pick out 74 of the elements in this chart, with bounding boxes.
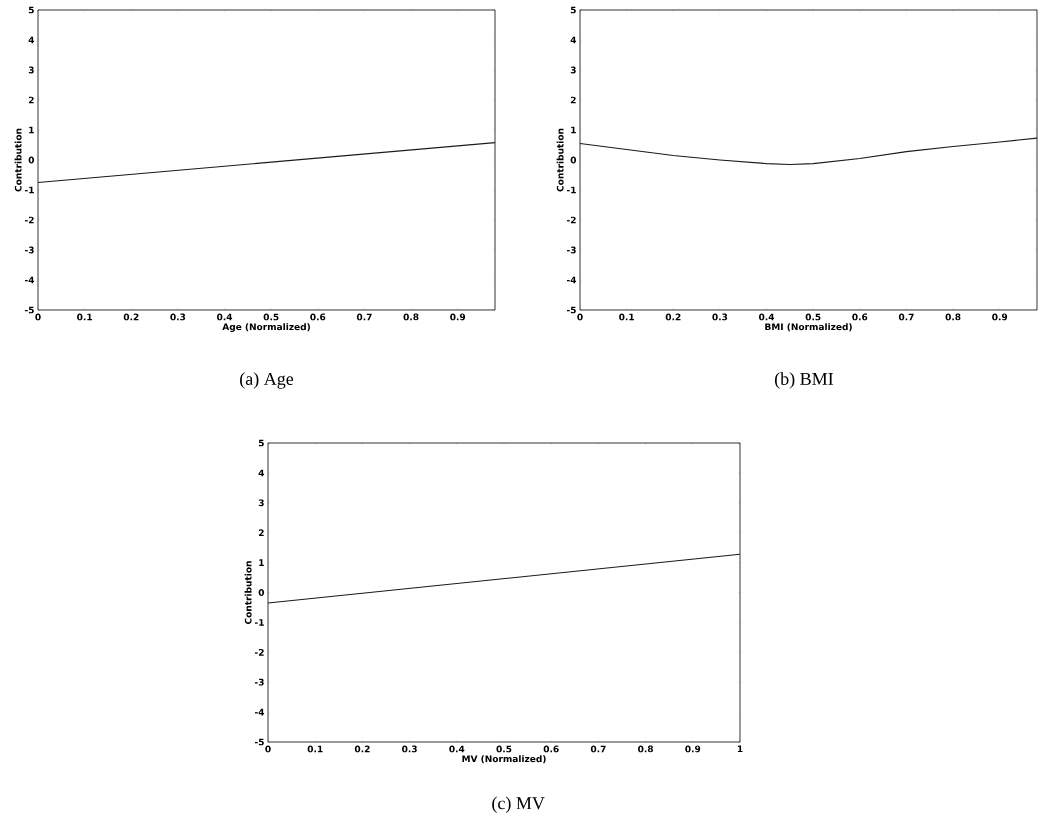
y-tick-label: 0 [570, 156, 577, 164]
y-tick-label: -4 [24, 276, 35, 284]
x-tick-label: 0.5 [805, 313, 821, 321]
y-axis-title: Contribution [244, 561, 252, 624]
y-tick-label: 2 [28, 96, 34, 104]
y-tick-label: -3 [254, 678, 264, 686]
y-tick-label: 0 [28, 156, 35, 164]
x-axis-title: Age (Normalized) [222, 323, 310, 332]
y-tick-label: 0 [258, 589, 265, 596]
y-tick-label: -5 [254, 738, 264, 746]
x-tick-label: 0.9 [992, 313, 1008, 321]
y-tick-label: -3 [566, 246, 576, 254]
y-tick-label: 2 [258, 529, 264, 537]
x-tick-label: 0.7 [356, 313, 372, 321]
x-tick-label: 0.4 [216, 313, 233, 321]
text: (b) BMI [774, 372, 834, 389]
y-tick-label: 3 [258, 499, 264, 507]
x-tick-label: 0.8 [945, 313, 961, 321]
x-tick-label: 0.6 [543, 745, 559, 753]
x-tick-label: 0.9 [450, 313, 466, 321]
y-tick-label: 1 [29, 126, 34, 134]
y-tick-label: -2 [566, 216, 576, 224]
x-tick-label: 0.4 [758, 313, 775, 321]
y-tick-label: -1 [254, 619, 264, 626]
y-tick-label: -1 [566, 186, 576, 194]
x-tick-label: 0 [35, 313, 41, 321]
y-tick-label: -5 [566, 306, 576, 314]
x-tick-label: 0.8 [403, 313, 419, 321]
x-tick-label: 0.7 [590, 745, 606, 753]
x-tick-label: 0 [577, 313, 583, 321]
y-tick-label: -4 [254, 708, 265, 716]
x-axis-title: MV (Normalized) [462, 755, 546, 764]
y-tick-label: 5 [570, 6, 576, 14]
x-tick-label: 0.3 [402, 745, 417, 753]
y-tick-label: -3 [24, 246, 34, 254]
y-tick-label: -1 [24, 186, 34, 194]
y-tick-label: 4 [28, 36, 35, 44]
y-tick-label: -2 [254, 648, 264, 656]
x-tick-label: 0.2 [354, 745, 370, 753]
y-axis-title: Contribution [14, 128, 22, 192]
y-tick-label: 2 [570, 96, 576, 104]
y-tick-label: 4 [570, 36, 577, 44]
y-tick-label: -4 [566, 276, 577, 284]
y-tick-label: 5 [258, 439, 264, 447]
y-tick-label: 3 [570, 66, 576, 74]
x-tick-label: 0.7 [898, 313, 914, 321]
y-tick-label: 5 [28, 6, 34, 14]
y-tick-label: 4 [258, 469, 265, 477]
x-tick-label: 0.1 [77, 313, 92, 321]
x-tick-label: 0 [265, 745, 271, 753]
x-tick-label: 0.1 [307, 745, 323, 753]
x-tick-label: 0.2 [123, 313, 139, 321]
x-tick-label: 0.5 [263, 313, 279, 321]
x-axis-title: BMI (Normalized) [765, 323, 852, 332]
y-tick-label: -5 [24, 306, 34, 314]
x-tick-label: 0.1 [619, 313, 634, 321]
text: (a) Age [240, 372, 294, 389]
x-tick-label: 1 [737, 745, 743, 753]
x-tick-label: 0.2 [665, 313, 681, 321]
x-tick-label: 0.9 [685, 745, 701, 753]
x-tick-label: 0.6 [852, 313, 868, 321]
x-tick-label: 0.3 [170, 313, 186, 321]
y-tick-label: 3 [28, 66, 34, 74]
y-axis-title: Contribution [556, 128, 564, 192]
x-tick-label: 0.4 [449, 745, 465, 753]
y-tick-label: 1 [571, 126, 576, 134]
y-tick-label: 1 [259, 559, 264, 566]
x-tick-label: 0.6 [310, 313, 326, 321]
text: (c) MV [492, 796, 545, 813]
y-tick-label: -2 [24, 216, 34, 224]
x-tick-label: 0.8 [638, 745, 654, 753]
x-tick-label: 0.5 [496, 745, 512, 753]
x-tick-label: 0.3 [712, 313, 728, 321]
line-series [579, 137, 1038, 166]
